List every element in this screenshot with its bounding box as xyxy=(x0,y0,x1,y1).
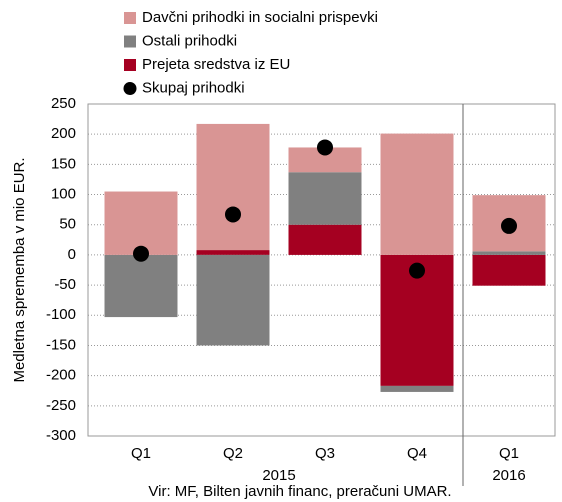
y-tick-label: 100 xyxy=(51,186,76,203)
x-tick-label: Q1 xyxy=(131,445,151,462)
x-tick-label: Q4 xyxy=(407,445,427,462)
y-tick-label: -300 xyxy=(46,427,76,444)
bar-segment xyxy=(288,172,362,225)
y-tick-label: -250 xyxy=(46,397,76,414)
y-axis-label: Medletna sprememba v mio EUR. xyxy=(11,157,28,382)
bar-segment xyxy=(288,224,362,255)
y-tick-label: 200 xyxy=(51,125,76,142)
total-dot xyxy=(409,262,425,279)
y-tick-label: -100 xyxy=(46,306,76,323)
bar-segment xyxy=(104,191,178,255)
bar-segment xyxy=(472,251,546,255)
bar-segment xyxy=(196,254,270,346)
bar-segment xyxy=(196,250,270,255)
legend-label: Skupaj prihodki xyxy=(142,79,245,96)
total-dot xyxy=(225,206,241,223)
y-tick-label: 0 xyxy=(68,246,76,263)
bar-segment xyxy=(380,385,454,392)
y-tick-label: -200 xyxy=(46,367,76,384)
group-label: 2016 xyxy=(492,467,525,484)
x-tick-label: Q1 xyxy=(499,445,519,462)
bar-segment xyxy=(104,254,178,318)
plot-frame xyxy=(87,103,556,437)
x-tick-label: Q2 xyxy=(223,445,243,462)
y-tick-label: -50 xyxy=(54,276,76,293)
bar-segment xyxy=(196,123,270,251)
legend-marker xyxy=(123,82,137,95)
bar-segment xyxy=(472,254,546,286)
y-tick-label: 150 xyxy=(51,155,76,172)
total-dot xyxy=(317,139,333,156)
total-dot xyxy=(501,217,517,234)
y-tick-label: 50 xyxy=(59,216,76,233)
legend-label: Ostali prihodki xyxy=(142,32,237,49)
legend-label: Prejeta sredstva iz EU xyxy=(142,56,290,73)
group-label: 2015 xyxy=(262,467,295,484)
legend-label: Davčni prihodki in socialni prispevki xyxy=(142,9,378,26)
legend-swatch xyxy=(124,59,136,71)
source-note: Vir: MF, Bilten javnih financ, preračuni… xyxy=(148,483,451,500)
y-tick-label: 250 xyxy=(51,95,76,112)
total-dot xyxy=(133,245,149,262)
legend-swatch xyxy=(124,12,136,24)
bar-segment xyxy=(380,133,454,255)
legend-swatch xyxy=(124,35,136,48)
y-tick-label: -150 xyxy=(46,336,76,353)
x-tick-label: Q3 xyxy=(315,445,335,462)
